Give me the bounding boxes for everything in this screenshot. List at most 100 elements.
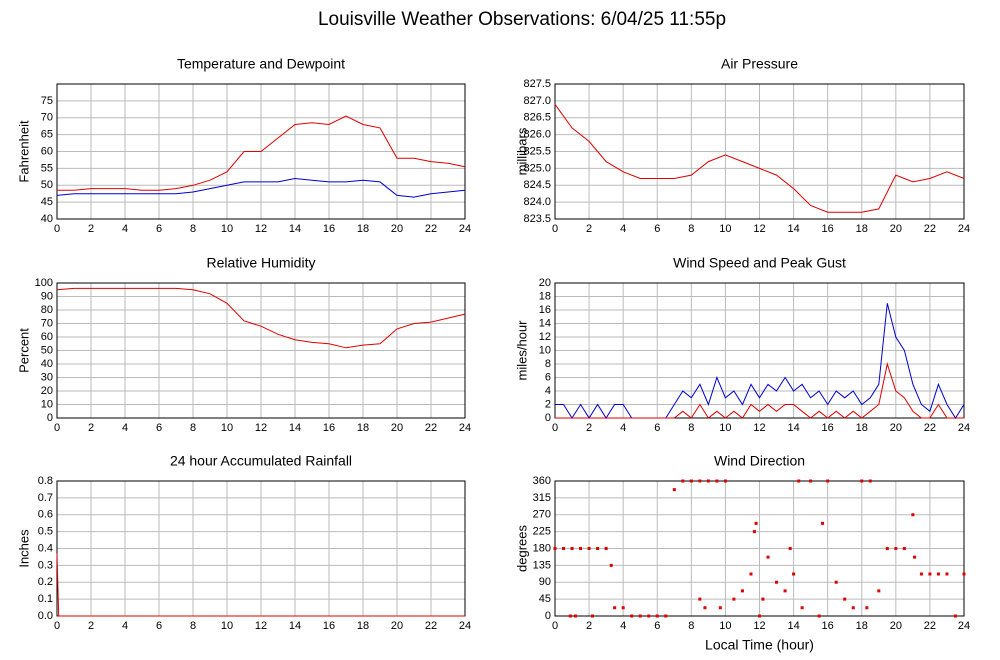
x-tick-label: 8 <box>688 223 694 235</box>
y-tick-label: 0.3 <box>38 559 53 571</box>
x-tick-label: 22 <box>425 620 437 632</box>
y-tick-label: 20 <box>41 385 53 397</box>
data-point <box>817 614 821 618</box>
data-line <box>555 362 964 419</box>
y-axis-label: miles/hour <box>514 320 529 381</box>
y-tick-label: 180 <box>533 542 551 554</box>
x-tick-label: 22 <box>425 422 437 434</box>
x-tick-label: 20 <box>391 223 403 235</box>
data-point <box>698 597 702 601</box>
data-point <box>902 547 906 550</box>
x-tick-label: 10 <box>719 620 731 632</box>
y-tick-label: 70 <box>41 317 53 329</box>
x-tick-label: 20 <box>890 223 902 235</box>
data-point <box>783 589 787 593</box>
data-point <box>821 521 825 525</box>
x-tick-label: 12 <box>255 422 267 434</box>
y-tick-label: 70 <box>41 112 53 124</box>
y-tick-label: 45 <box>539 593 551 605</box>
y-tick-label: 360 <box>533 475 551 487</box>
data-point <box>797 479 801 483</box>
y-tick-label: 0.6 <box>38 509 53 521</box>
x-tick-label: 24 <box>958 223 970 235</box>
y-tick-label: 270 <box>533 509 551 521</box>
data-point <box>919 572 923 576</box>
panel-title: Relative Humidity <box>207 255 316 271</box>
x-tick-label: 0 <box>54 620 60 632</box>
y-axis-label: millibars <box>514 127 529 175</box>
data-point <box>553 547 557 550</box>
x-tick-label: 12 <box>753 620 765 632</box>
y-tick-label: 0.1 <box>38 593 53 605</box>
y-tick-label: 55 <box>41 162 53 174</box>
x-tick-label: 8 <box>688 620 694 632</box>
x-tick-label: 20 <box>391 620 403 632</box>
y-tick-label: 0 <box>545 610 551 622</box>
y-tick-label: 20 <box>539 277 551 289</box>
x-tick-label: 14 <box>289 223 301 235</box>
data-point <box>596 547 600 550</box>
x-tick-label: 16 <box>323 422 335 434</box>
y-tick-label: 18 <box>539 290 551 302</box>
data-point <box>664 614 668 618</box>
panel-title: Temperature and Dewpoint <box>177 56 345 72</box>
plot-frame <box>554 282 965 419</box>
x-tick-label: 14 <box>289 620 301 632</box>
data-point <box>703 606 707 610</box>
x-tick-label: 18 <box>357 422 369 434</box>
data-point <box>877 589 881 593</box>
y-axis-label: Fahrenheit <box>16 120 31 183</box>
y-axis-label: Percent <box>16 328 31 373</box>
data-line <box>56 177 466 198</box>
x-tick-label: 12 <box>753 223 765 235</box>
x-tick-label: 14 <box>787 422 799 434</box>
x-tick-label: 4 <box>122 620 128 632</box>
x-tick-label: 8 <box>190 422 196 434</box>
data-point <box>800 606 804 610</box>
x-tick-label: 0 <box>552 223 558 235</box>
x-tick-label: 16 <box>822 223 834 235</box>
data-line <box>554 104 965 213</box>
plot-frame <box>56 282 466 419</box>
data-point <box>913 555 917 559</box>
x-tick-label: 16 <box>822 422 834 434</box>
y-tick-label: 50 <box>41 179 53 191</box>
y-tick-label: 824.0 <box>523 196 551 208</box>
data-point <box>928 572 932 576</box>
y-tick-label: 826.0 <box>523 129 551 141</box>
x-tick-label: 6 <box>654 422 660 434</box>
x-tick-label: 24 <box>958 422 970 434</box>
y-tick-label: 10 <box>41 398 53 410</box>
y-tick-label: 824.5 <box>523 179 551 191</box>
x-tick-label: 20 <box>890 620 902 632</box>
x-tick-label: 6 <box>156 422 162 434</box>
x-tick-label: 10 <box>719 223 731 235</box>
x-tick-label: 2 <box>88 620 94 632</box>
data-point <box>860 479 864 483</box>
y-tick-label: 40 <box>41 213 53 225</box>
x-tick-label: 10 <box>719 422 731 434</box>
data-point <box>868 479 872 483</box>
y-axis-label: degrees <box>514 525 529 572</box>
data-point <box>562 547 566 550</box>
data-point <box>740 589 744 593</box>
y-tick-label: 225 <box>533 526 551 538</box>
data-line <box>56 553 465 617</box>
y-tick-label: 2 <box>545 398 551 410</box>
y-tick-label: 0.5 <box>38 526 53 538</box>
data-point <box>936 572 940 576</box>
x-tick-label: 2 <box>586 422 592 434</box>
x-tick-label: 16 <box>323 620 335 632</box>
y-tick-label: 12 <box>539 331 551 343</box>
x-tick-label: 2 <box>586 620 592 632</box>
page-title: Louisville Weather Observations: 6/04/25… <box>318 9 726 30</box>
y-tick-label: 8 <box>545 358 551 370</box>
x-tick-label: 18 <box>357 620 369 632</box>
data-point <box>775 580 779 584</box>
data-point <box>894 547 898 550</box>
y-tick-label: 0.2 <box>38 576 53 588</box>
panel-title: Wind Speed and Peak Gust <box>673 255 846 271</box>
x-tick-label: 2 <box>586 223 592 235</box>
x-tick-label: 4 <box>620 620 626 632</box>
x-tick-label: 10 <box>221 422 233 434</box>
